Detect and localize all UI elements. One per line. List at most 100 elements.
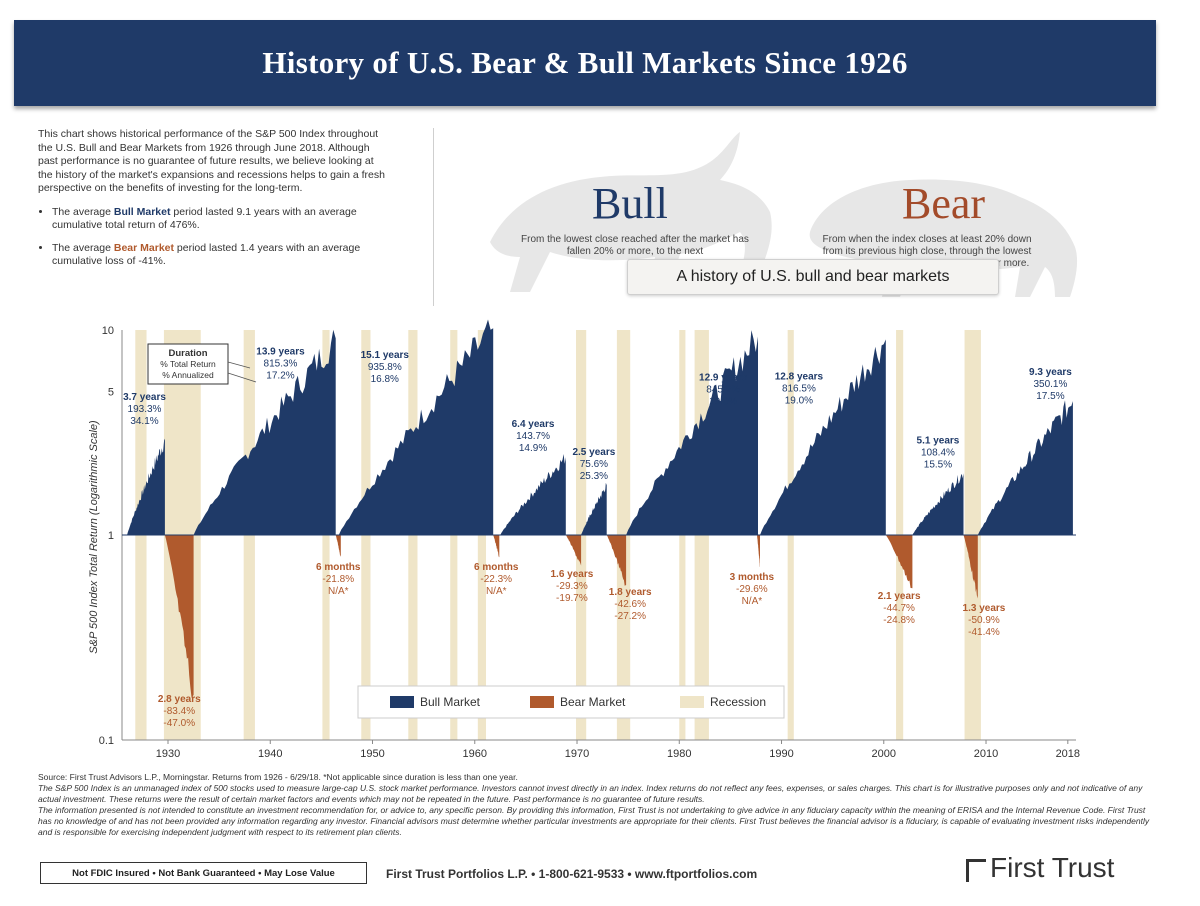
chart-container: 10 5 1 0.1 1930 1940 1950 1960 1970 1980 1990 2000 2…: [0, 310, 1200, 770]
bear-market-area: [963, 535, 978, 599]
period-label: 16.8%: [371, 374, 399, 385]
bull-market-area: [760, 339, 886, 535]
duration-key-line: % Annualized: [162, 370, 214, 380]
period-label: 1.3 years: [963, 603, 1006, 614]
bull-market-area: [581, 483, 607, 535]
x-tick-label: 1970: [565, 748, 589, 760]
legend-box: [357, 685, 785, 719]
bull-areas: [127, 319, 1073, 535]
bull-title: Bull: [592, 179, 668, 228]
period-label: 19.0%: [785, 395, 813, 406]
image-caption-tooltip: A history of U.S. bull and bear markets: [627, 259, 999, 295]
period-label: 12.8 years: [775, 371, 824, 382]
period-label: 935.8%: [368, 362, 402, 373]
bull-market-area: [912, 473, 964, 535]
duration-key-line: Duration: [168, 348, 207, 359]
x-tick-label: 2010: [974, 748, 998, 760]
period-label: 193.3%: [128, 404, 162, 415]
intro-text: This chart shows historical performance …: [38, 128, 388, 278]
period-label: 2.1 years: [878, 591, 921, 602]
fdic-disclaimer-box: Not FDIC Insured • Not Bank Guaranteed •…: [40, 862, 367, 884]
x-tick-label: 1950: [360, 748, 384, 760]
period-label: -41.4%: [968, 627, 1000, 638]
period-label: 14.9%: [519, 443, 547, 454]
y-tick-label: 0.1: [99, 735, 114, 747]
market-chart: 10 5 1 0.1 1930 1940 1950 1960 1970 1980 1990 2000 2…: [88, 319, 1080, 760]
period-label: 1.6 years: [550, 569, 593, 580]
x-tick-label: 1960: [463, 748, 487, 760]
x-tick-label: 1930: [156, 748, 180, 760]
disclaimer-advice: The information presented is not intende…: [38, 805, 1150, 837]
bear-market-area: [565, 535, 582, 566]
legend-swatch: [390, 696, 414, 708]
bear-market-area: [757, 535, 760, 567]
period-label: -19.7%: [556, 593, 588, 604]
bear-market-area: [335, 535, 341, 558]
x-tick-label: 1980: [667, 748, 691, 760]
logo-text: First Trust: [990, 852, 1115, 883]
period-label: -83.4%: [163, 706, 195, 717]
source-note: Source: First Trust Advisors L.P., Morni…: [38, 772, 518, 782]
footer-source: Source: First Trust Advisors L.P., Morni…: [38, 772, 1158, 838]
bull-silhouette: [490, 132, 772, 292]
period-label: 3 months: [730, 572, 775, 583]
period-label: 34.1%: [130, 416, 158, 427]
bull-market-keyword: Bull Market: [113, 205, 171, 218]
period-label: N/A*: [486, 586, 507, 597]
duration-key-box: [147, 343, 229, 385]
period-label: 350.1%: [1033, 379, 1067, 390]
intro-paragraph: This chart shows historical performance …: [38, 128, 385, 194]
x-tick-label: 1940: [258, 748, 282, 760]
bear-title: Bear: [902, 179, 986, 228]
bull-market-area: [626, 330, 758, 535]
bear-market-area: [164, 535, 194, 698]
legend-swatch: [530, 696, 554, 708]
period-label: 15.5%: [924, 459, 952, 470]
period-label: -24.8%: [883, 615, 915, 626]
duration-key-line: % Total Return: [160, 359, 216, 369]
period-label: 9.3 years: [1029, 367, 1072, 378]
x-tick-label: 2018: [1056, 748, 1080, 760]
period-label: 12.9 years: [699, 372, 748, 383]
y-tick-label: 10: [102, 325, 114, 337]
key-pointer: [227, 361, 251, 369]
header-banner: History of U.S. Bear & Bull Markets Sinc…: [14, 20, 1156, 106]
bull-bear-illustration: [490, 132, 1078, 297]
period-label: 108.4%: [921, 447, 955, 458]
intro-bullets: The average Bull Market period lasted 9.…: [38, 206, 388, 269]
bull-market-area: [977, 400, 1073, 535]
period-label: 2.5 years: [572, 447, 615, 458]
period-label: 19.0%: [709, 396, 737, 407]
bull-market-area: [338, 319, 494, 535]
period-label: 13.9 years: [256, 346, 305, 357]
bull-market-area: [500, 454, 566, 535]
first-trust-logo: First Trust: [966, 852, 1114, 884]
axes: 10 5 1 0.1 1930 1940 1950 1960 1970 1980 1990 2000 2…: [99, 325, 1080, 760]
period-label: 5.1 years: [917, 435, 960, 446]
legend-label: Bull Market: [420, 695, 481, 709]
period-label: 6.4 years: [512, 419, 555, 430]
period-label: -50.9%: [968, 615, 1000, 626]
period-label: 2.8 years: [158, 694, 201, 705]
duration-key: Duration% Total Return% Annualized: [147, 343, 257, 385]
period-label: 15.1 years: [361, 350, 410, 361]
period-label: 6 months: [316, 562, 361, 573]
period-label: 75.6%: [580, 459, 608, 470]
period-label: 1.8 years: [609, 587, 652, 598]
bear-market-area: [885, 535, 913, 589]
key-pointer: [227, 372, 257, 383]
period-label: -22.3%: [480, 574, 512, 585]
bear-market-area: [493, 535, 500, 558]
period-label: 143.7%: [516, 431, 550, 442]
bear-market-keyword: Bear Market: [113, 241, 174, 254]
legend: Bull Market Bear Market Recession: [357, 685, 785, 719]
period-label: 815.3%: [264, 358, 298, 369]
bullet-bull: The average Bull Market period lasted 9.…: [52, 206, 388, 233]
bear-market-area: [606, 535, 627, 586]
period-label: N/A*: [742, 596, 763, 607]
period-label: 6 months: [474, 562, 519, 573]
x-tick-label: 1990: [769, 748, 793, 760]
disclaimer-index: The S&P 500 Index is an unmanaged index …: [38, 783, 1143, 804]
period-label: 3.7 years: [123, 392, 166, 403]
